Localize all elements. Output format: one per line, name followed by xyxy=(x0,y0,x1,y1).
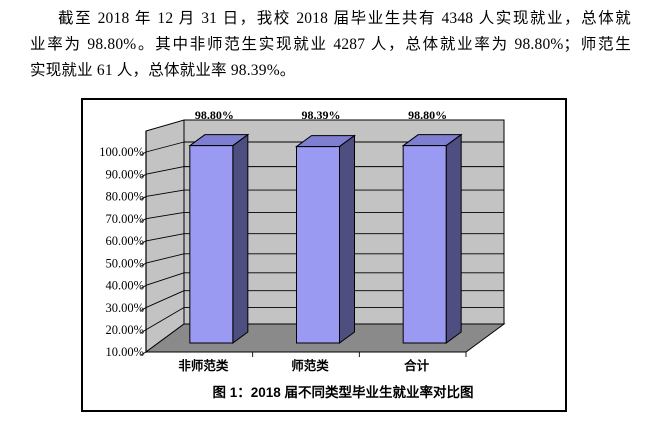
y-axis-tick xyxy=(140,307,147,311)
y-axis-tick xyxy=(140,284,147,289)
x-category-label: 非师范类 xyxy=(178,358,229,373)
gridline-side xyxy=(145,307,185,331)
y-tick-label: 30.00% xyxy=(105,301,144,315)
y-axis-tick xyxy=(140,151,147,156)
gridline-side xyxy=(145,141,185,153)
gridline-side xyxy=(145,253,185,264)
bar-value-label: 98.39% xyxy=(302,108,341,122)
y-tick-label: 50.00% xyxy=(105,256,144,270)
chart-bar xyxy=(402,145,447,344)
y-axis-tick xyxy=(140,329,147,334)
paragraph-line-1: 截至 2018 年 12 月 31 日，我校 2018 届毕业生共有 4348 … xyxy=(58,10,631,27)
y-axis-tick xyxy=(140,173,147,178)
y-axis-tick xyxy=(140,240,147,245)
gridline-side xyxy=(145,272,185,286)
paragraph-line-3: 实现就业 61 人，总体就业率 98.39%。 xyxy=(30,62,296,79)
y-tick-label: 20.00% xyxy=(105,323,144,337)
bar-side-face xyxy=(339,134,355,344)
y-axis-tick xyxy=(140,196,147,200)
bar-side-face xyxy=(232,133,249,344)
gridline-side xyxy=(145,166,185,175)
employment-rate-3d-bar-chart: 10.00% 20.00% 30.00% 40.00% 50.00% 60.00% 70.0… xyxy=(99,108,506,373)
x-category-label: 合计 xyxy=(404,358,430,373)
y-tick-label: 40.00% xyxy=(105,279,144,293)
paragraph-line-2: 业率为 98.80%。其中非师范生实现就业 4287 人，总体就业率为 98.8… xyxy=(30,36,631,53)
gridline-side xyxy=(145,290,185,308)
x-category-label: 师范类 xyxy=(291,358,329,373)
y-axis-tick xyxy=(140,262,147,267)
figure-frame: 10.00% 20.00% 30.00% 40.00% 50.00% 60.00% 70.0… xyxy=(81,98,567,412)
y-tick-label: 70.00% xyxy=(105,212,144,226)
gridline-side xyxy=(145,233,185,242)
bar-value-label: 98.80% xyxy=(195,108,234,122)
intro-paragraph: 截至 2018 年 12 月 31 日，我校 2018 届毕业生共有 4348 … xyxy=(30,6,631,84)
bar-side-face xyxy=(445,133,462,344)
y-tick-label: 100.00% xyxy=(99,145,144,159)
bar-value-label: 98.80% xyxy=(408,108,447,122)
y-axis-tick xyxy=(140,351,147,356)
y-tick-label: 10.00% xyxy=(105,345,144,359)
y-tick-label: 60.00% xyxy=(105,234,144,248)
chart-bar xyxy=(296,146,340,344)
y-axis-tick xyxy=(140,218,147,223)
y-tick-label: 80.00% xyxy=(105,190,144,204)
gridline-side xyxy=(145,212,185,220)
gridline-side xyxy=(145,189,185,197)
chart-bar xyxy=(189,145,234,344)
chart-side-wall xyxy=(145,119,185,353)
y-tick-label: 90.00% xyxy=(105,167,144,181)
figure-caption: 图 1：2018 届不同类型毕业生就业率对比图 xyxy=(212,385,474,400)
